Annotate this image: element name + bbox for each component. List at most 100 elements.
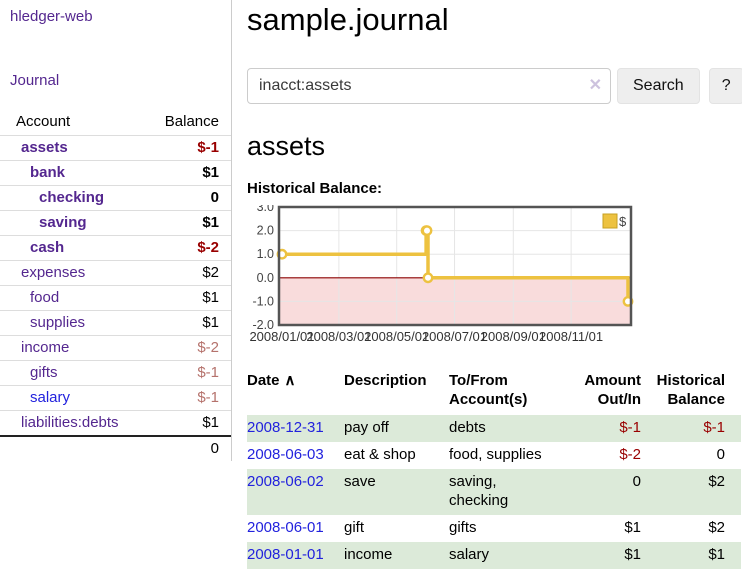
account-link[interactable]: gifts — [30, 364, 58, 381]
legend-label: $ — [619, 214, 627, 229]
historical-balance-chart[interactable]: $3.0 2.0 1.0 0.0 -1.0 -2.0 2008/01/01 2008/03/0… — [247, 200, 637, 347]
page: hledger-web Journal Account Balance asse… — [0, 0, 742, 569]
transaction-description: save — [344, 473, 376, 490]
account-link[interactable]: checking — [39, 189, 105, 206]
chart-svg: $3.0 2.0 1.0 0.0 -1.0 -2.02008/01/012008/03/0… — [249, 200, 634, 344]
account-link[interactable]: food — [30, 289, 60, 306]
account-row: salary $-1 — [0, 385, 231, 411]
app-brand-link[interactable]: hledger-web — [10, 8, 93, 25]
account-row: liabilities:debts $1 — [0, 410, 231, 436]
account-balance: $1 — [148, 310, 231, 336]
transaction-description: income — [344, 546, 393, 563]
transaction-description: pay off — [344, 419, 389, 436]
account-heading: assets — [247, 131, 326, 161]
account-row: bank $1 — [0, 160, 231, 186]
transaction-accounts: food, supplies — [449, 446, 542, 463]
account-row: gifts $-1 — [0, 360, 231, 386]
data-point-marker — [421, 225, 433, 237]
account-balance: $1 — [148, 210, 231, 236]
legend-swatch — [602, 213, 618, 229]
account-link[interactable]: income — [21, 339, 70, 356]
transaction-balance: $-1 — [703, 419, 725, 436]
transaction-amount: 0 — [632, 473, 641, 490]
register-row: 2008-12-31 pay off debts $-1 $-1 — [247, 415, 741, 442]
account-link[interactable]: saving — [39, 214, 87, 231]
transaction-accounts: saving, checking — [449, 473, 509, 509]
account-row: supplies $1 — [0, 310, 231, 336]
account-balance: $2 — [148, 260, 231, 286]
transaction-date-link[interactable]: 2008-06-01 — [247, 519, 324, 536]
transaction-date-link[interactable]: 2008-06-03 — [247, 446, 324, 463]
account-row: food $1 — [0, 285, 231, 311]
account-balance: $1 — [148, 285, 231, 311]
main-content: sample.journal ✕ Search ? assets Histori… — [247, 0, 742, 569]
register-table: Date ∧ Description To/From Account(s) Amo… — [247, 368, 741, 569]
transaction-description: gift — [344, 519, 365, 536]
account-link[interactable]: bank — [30, 164, 66, 181]
transaction-accounts: debts — [449, 419, 486, 436]
transaction-date-link[interactable]: 2008-06-02 — [247, 473, 324, 490]
account-link[interactable]: supplies — [30, 314, 86, 331]
x-axis-label: 2008/09/01 — [481, 329, 546, 344]
data-point-marker — [422, 272, 434, 284]
sort-ascending-icon: ∧ — [284, 372, 296, 389]
account-row: income $-2 — [0, 335, 231, 361]
y-axis-label: -2.0 — [252, 318, 274, 332]
register-col-description: Description — [344, 372, 427, 389]
account-row: cash $-2 — [0, 235, 231, 261]
transaction-amount: $1 — [624, 546, 641, 563]
transaction-description: eat & shop — [344, 446, 416, 463]
account-link[interactable]: assets — [21, 139, 68, 156]
register-col-amount: Amount Out/In — [584, 372, 641, 408]
chart-title: Historical Balance: — [247, 180, 383, 197]
account-row: assets $-1 — [0, 135, 231, 161]
accounts-total-row: 0 — [0, 435, 231, 461]
accounts-table: Account Balance assets $-1 bank $1 check… — [0, 110, 231, 461]
transaction-balance: $2 — [708, 473, 725, 490]
accounts-col-balance: Balance — [164, 113, 219, 130]
x-axis-label: 2008/07/01 — [422, 329, 487, 344]
clear-search-icon[interactable]: ✕ — [588, 77, 602, 94]
accounts-col-account: Account — [16, 113, 71, 130]
account-row: checking 0 — [0, 185, 231, 211]
x-axis-label: 2008/05/01 — [364, 329, 429, 344]
y-axis-label: 3.0 — [257, 205, 274, 214]
transaction-date-link[interactable]: 2008-01-01 — [247, 546, 324, 563]
account-row: saving $1 — [0, 210, 231, 236]
search-input[interactable] — [247, 68, 611, 104]
search-button[interactable]: Search — [617, 68, 700, 104]
register-row: 2008-01-01 income salary $1 $1 — [247, 542, 741, 569]
account-balance: $-1 — [148, 135, 231, 161]
transaction-accounts: salary — [449, 546, 490, 563]
y-axis-label: -1.0 — [252, 294, 274, 308]
account-balance: 0 — [148, 185, 231, 211]
account-balance: $1 — [148, 410, 231, 436]
account-link[interactable]: salary — [30, 389, 71, 406]
nav-journal-link[interactable]: Journal — [10, 72, 60, 89]
transaction-date-link[interactable]: 2008-12-31 — [247, 419, 324, 436]
search-help-button[interactable]: ? — [708, 68, 742, 104]
account-link[interactable]: liabilities:debts — [21, 414, 119, 431]
register-col-balance: Historical Balance — [656, 372, 725, 408]
register-col-accounts: To/From Account(s) — [449, 372, 528, 408]
register-col-date[interactable]: Date ∧ — [247, 372, 296, 389]
transaction-amount: $-2 — [619, 446, 641, 463]
account-balance: $1 — [148, 160, 231, 186]
account-balance: $-1 — [148, 360, 231, 386]
account-balance: $-2 — [148, 235, 231, 261]
account-balance: $-2 — [148, 335, 231, 361]
account-link[interactable]: cash — [30, 239, 65, 256]
x-axis-label: 2008/11/01 — [539, 329, 603, 344]
register-row: 2008-06-02 save saving, checking 0 $2 — [247, 469, 741, 515]
y-axis-label: 1.0 — [257, 247, 274, 261]
account-balance: $-1 — [148, 385, 231, 411]
plot-border — [277, 205, 633, 327]
account-link[interactable]: expenses — [21, 264, 86, 281]
transaction-amount: $-1 — [619, 419, 641, 436]
transaction-balance: $2 — [708, 519, 725, 536]
page-title: sample.journal — [247, 2, 449, 37]
transaction-accounts: gifts — [449, 519, 477, 536]
transaction-balance: 0 — [716, 446, 725, 463]
transaction-balance: $1 — [708, 546, 725, 563]
sidebar: hledger-web Journal Account Balance asse… — [0, 0, 232, 461]
